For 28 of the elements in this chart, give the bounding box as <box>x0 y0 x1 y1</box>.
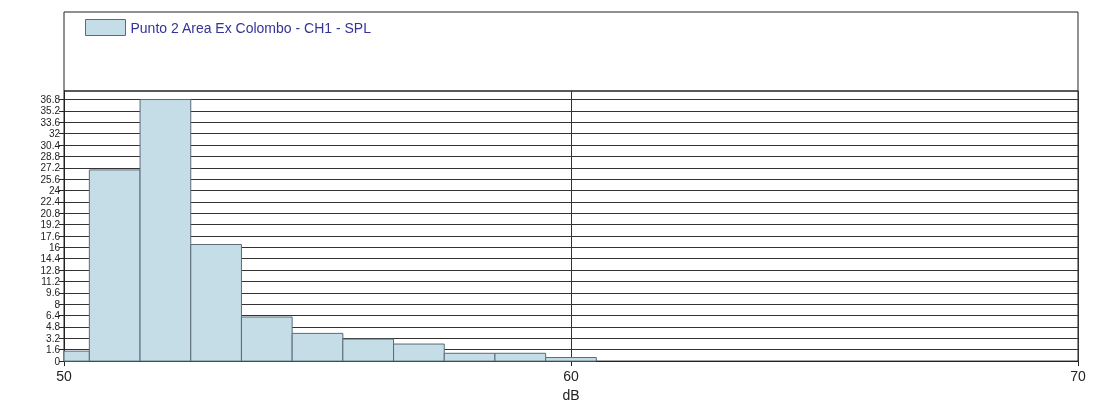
y-tick-label: 4.8 <box>46 321 61 333</box>
y-tick-label: 27.2 <box>40 162 61 174</box>
x-tick-label: 60 <box>563 368 579 385</box>
y-tick-label: 28.8 <box>40 150 61 162</box>
x-tick-label: 70 <box>1070 368 1086 385</box>
legend-label: Punto 2 Area Ex Colombo - CH1 - SPL <box>130 19 372 36</box>
y-tick-label: 3.2 <box>46 332 61 344</box>
y-tick-label: 22.4 <box>40 196 61 208</box>
y-tick-label: 8 <box>54 298 61 310</box>
y-tick-label: 1.6 <box>46 344 61 356</box>
y-tick-label: 35.2 <box>40 105 61 117</box>
x-tick-label: 50 <box>56 368 72 385</box>
y-tick-label: 17.6 <box>40 230 61 242</box>
y-tick-label: 9.6 <box>46 287 61 299</box>
x-axis-title: dB <box>562 387 580 403</box>
y-tick-label: 33.6 <box>40 116 61 128</box>
y-tick-label: 32 <box>48 128 61 140</box>
y-tick-label: 16 <box>48 241 61 253</box>
y-tick-label: 25.6 <box>40 173 61 185</box>
y-tick-label: 30.4 <box>40 139 61 151</box>
y-tick-label: 20.8 <box>40 207 61 219</box>
y-tick-label: 24 <box>48 185 61 197</box>
y-tick-label: 19.2 <box>40 219 61 231</box>
y-tick-label: 36.8 <box>40 94 61 106</box>
y-tick-label: 14.4 <box>40 253 61 265</box>
y-tick-label: 6.4 <box>46 310 61 322</box>
y-tick-label: 12.8 <box>40 264 61 276</box>
y-tick-label: 11.2 <box>41 275 61 287</box>
